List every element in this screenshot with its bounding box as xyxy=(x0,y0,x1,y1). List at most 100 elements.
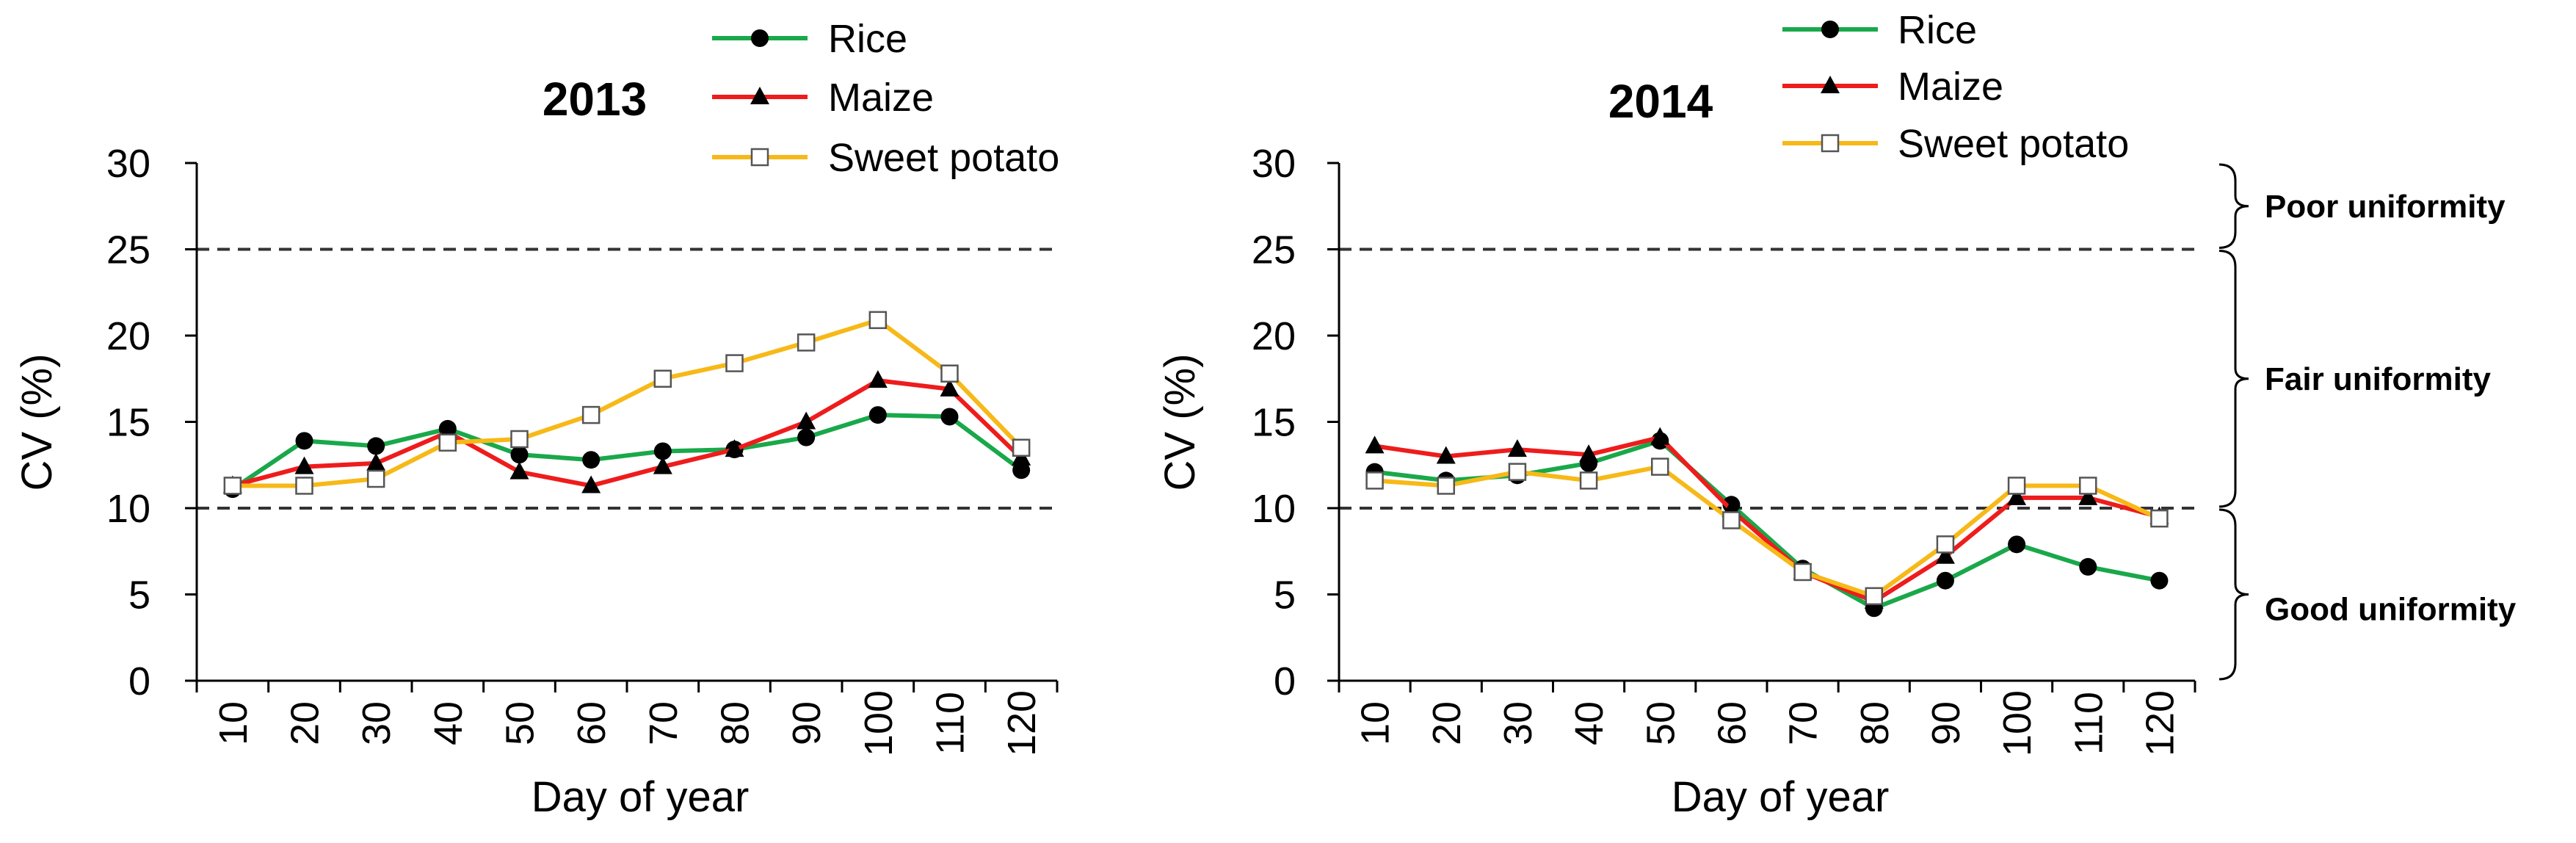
data-point xyxy=(725,354,744,372)
x-tick-label: 60 xyxy=(570,701,614,745)
brace xyxy=(2218,250,2249,508)
x-tick-label: 100 xyxy=(857,690,901,756)
legend-label: Sweet potato xyxy=(1898,122,2129,166)
data-point xyxy=(1579,471,1598,490)
data-point xyxy=(1507,439,1527,457)
data-point xyxy=(940,364,959,383)
data-point xyxy=(725,439,744,457)
data-point xyxy=(1935,546,1955,564)
series-maize xyxy=(222,370,1031,493)
x-tick-label: 30 xyxy=(1496,701,1540,745)
uniformity-annotations: Poor uniformity Fair uniformity Good unifo… xyxy=(2218,163,2517,681)
series-sweet-potato xyxy=(1365,457,2169,606)
legend-label: Maize xyxy=(1898,65,2003,109)
chart-2013: 2013 0 5 10 15 20 25 30 10 20 30 40 50 60 70 80 90 100 110… xyxy=(13,17,1059,821)
legend-marker-triangle xyxy=(750,87,769,104)
series-line xyxy=(1374,464,2160,598)
x-axis-label: Day of year xyxy=(1672,773,1890,821)
data-point xyxy=(1936,571,1954,590)
x-tick-label: 40 xyxy=(1567,701,1611,745)
data-point xyxy=(2150,509,2169,528)
data-point xyxy=(1012,461,1031,480)
uniformity-label: Poor uniformity xyxy=(2265,189,2506,225)
x-tick-label: 50 xyxy=(1639,701,1683,745)
y-tick-label: 15 xyxy=(106,401,150,445)
data-point xyxy=(510,430,529,449)
y-tick-label: 5 xyxy=(1274,574,1296,618)
x-tick-label: 10 xyxy=(1354,701,1398,745)
y-tick-label: 0 xyxy=(1274,659,1296,703)
y-tick-label: 15 xyxy=(1252,401,1296,445)
data-point xyxy=(294,456,314,474)
data-point xyxy=(2150,571,2169,590)
y-tick-label: 10 xyxy=(106,487,150,531)
series-line xyxy=(232,378,1023,488)
y-tick-label: 20 xyxy=(1252,314,1296,358)
y-tick-label: 20 xyxy=(106,314,150,358)
data-point xyxy=(1012,438,1031,457)
data-point xyxy=(940,378,959,397)
data-point xyxy=(940,408,959,426)
x-tick-label: 30 xyxy=(355,701,399,745)
data-point xyxy=(1508,463,1527,481)
data-point xyxy=(2079,557,2097,576)
data-point xyxy=(1936,535,1955,554)
legend-label: Rice xyxy=(828,17,907,61)
data-point xyxy=(1579,444,1599,463)
data-point xyxy=(367,437,385,455)
data-point xyxy=(1437,477,1455,495)
legend-label: Rice xyxy=(1898,8,1977,52)
uniformity-label: Fair uniformity xyxy=(2265,361,2492,397)
series-sweet-potato xyxy=(223,311,1031,495)
legend-label: Sweet potato xyxy=(828,136,1059,180)
legend-marker-open-square xyxy=(750,148,769,167)
data-point xyxy=(2008,535,2026,554)
data-point xyxy=(1365,471,1384,490)
data-point xyxy=(1651,457,1669,476)
data-point xyxy=(797,428,816,446)
data-point xyxy=(366,452,386,471)
legend-label: Maize xyxy=(828,76,934,120)
legend-marker-circle xyxy=(751,29,769,47)
data-point xyxy=(797,411,816,430)
data-point xyxy=(1793,562,1812,582)
data-point xyxy=(797,333,816,352)
x-tick-label: 50 xyxy=(498,701,543,745)
data-point xyxy=(366,469,385,488)
data-point xyxy=(653,456,672,474)
brace xyxy=(2218,163,2249,249)
data-point xyxy=(510,446,529,464)
data-point xyxy=(295,477,313,495)
y-tick-label: 0 xyxy=(128,659,150,703)
x-tick-label: 120 xyxy=(2138,690,2182,756)
x-tick-label: 80 xyxy=(714,701,758,745)
uniformity-label: Good uniformity xyxy=(2265,592,2517,628)
y-tick-label: 5 xyxy=(128,574,150,618)
x-tick-label: 70 xyxy=(1782,701,1826,745)
data-point xyxy=(2007,477,2026,495)
data-point xyxy=(2078,487,2098,505)
y-axis-label: CV (%) xyxy=(13,354,61,491)
brace xyxy=(2218,508,2249,681)
data-point xyxy=(868,370,888,388)
data-point xyxy=(1650,427,1670,445)
legend-marker-triangle xyxy=(1821,76,1840,93)
data-point xyxy=(1436,446,1456,464)
data-point xyxy=(509,461,529,480)
data-point xyxy=(868,406,887,424)
x-tick-label: 20 xyxy=(283,701,327,745)
series-rice xyxy=(1365,432,2169,618)
series-maize xyxy=(1365,427,2169,609)
data-point xyxy=(1365,435,1385,454)
x-tick-label: 70 xyxy=(642,701,686,745)
x-tick-label: 80 xyxy=(1853,701,1897,745)
chart-title: 2013 xyxy=(543,73,647,126)
legend: Rice Maize Sweet potato xyxy=(1782,8,2129,166)
legend: Rice Maize Sweet potato xyxy=(712,17,1059,180)
y-axis-label: CV (%) xyxy=(1156,354,1204,491)
data-point xyxy=(582,451,601,469)
x-axis-label: Day of year xyxy=(531,773,750,821)
data-point xyxy=(581,475,601,493)
x-tick-label: 20 xyxy=(1425,701,1469,745)
legend-marker-open-square xyxy=(1821,134,1840,153)
